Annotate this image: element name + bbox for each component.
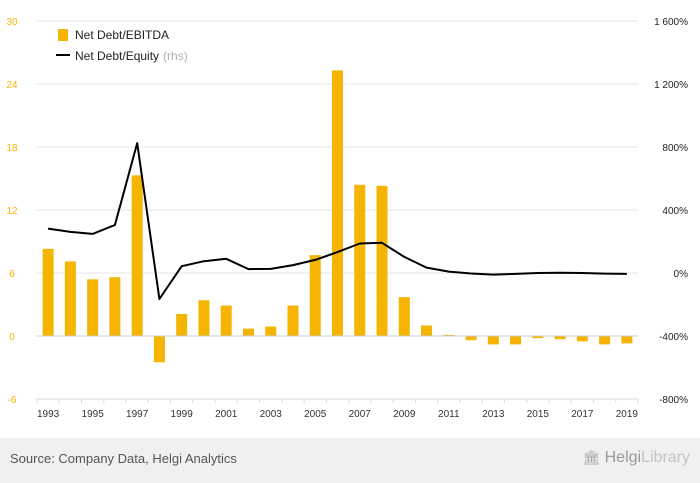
x-tick-label: 2003 <box>260 409 283 420</box>
bar-1998 <box>153 336 165 363</box>
x-axis: 1993 1995 1997 1999 2001 2003 2005 2007 2009 2011… <box>36 398 639 420</box>
x-tick-label: 2009 <box>393 409 416 420</box>
bar-2017 <box>576 336 588 342</box>
right-tick-label: 800% <box>662 143 688 154</box>
bar-2002 <box>242 328 254 336</box>
bar-2010 <box>421 325 433 336</box>
legend-label-net-debt-ebitda: Net Debt/EBITDA <box>75 28 169 42</box>
library-building-icon: 🏛 <box>582 449 601 465</box>
bar-1995 <box>87 279 99 336</box>
right-tick-label: 400% <box>662 206 688 217</box>
bar-1993 <box>42 248 54 336</box>
source-note: Source: Company Data, Helgi Analytics <box>10 451 237 466</box>
right-tick-label: -400% <box>659 332 688 343</box>
x-tick-label: 2011 <box>438 409 460 420</box>
right-tick-label: 0% <box>674 269 689 280</box>
left-tick-label: 18 <box>6 143 18 154</box>
right-tick-label: 1 600% <box>654 17 688 28</box>
line-series-net-debt-equity <box>47 142 627 300</box>
x-tick-label: 1997 <box>126 409 149 420</box>
svg-text:Net Debt/Equity(rhs): Net Debt/Equity (rhs) <box>75 49 188 63</box>
left-tick-label: 6 <box>9 269 15 280</box>
bar-2018 <box>599 336 611 345</box>
legend-label-rhs: (rhs) <box>163 49 188 63</box>
bar-1996 <box>109 277 121 336</box>
bar-2012 <box>465 336 477 341</box>
brand-name-part1: Helgi <box>604 449 642 466</box>
bar-2000 <box>198 300 210 336</box>
bar-2016 <box>554 336 566 340</box>
bar-2003 <box>265 326 277 336</box>
brand-logo: 🏛 HelgiLibrary <box>582 449 690 467</box>
legend: Net Debt/EBITDA Net Debt/Equity (rhs) <box>56 28 188 63</box>
x-tick-label: 2007 <box>349 409 372 420</box>
line-net-debt-equity <box>47 142 627 300</box>
bar-2005 <box>309 255 321 336</box>
legend-label-net-debt-equity: Net Debt/Equity <box>75 49 159 63</box>
x-tick-label: 2001 <box>215 409 238 420</box>
bar-2013 <box>487 336 499 345</box>
bar-2014 <box>510 336 522 345</box>
left-y-axis: -6 0 6 12 18 24 30 <box>6 17 18 406</box>
bar-1997 <box>131 175 143 336</box>
left-tick-label: 24 <box>6 80 18 91</box>
left-tick-label: -6 <box>8 395 17 406</box>
combo-chart: -6 0 6 12 18 24 30 -800% -400% 0% 400% 800% 1 200% 1… <box>6 17 688 420</box>
right-tick-label: 1 200% <box>654 80 688 91</box>
bar-2004 <box>287 305 299 336</box>
left-tick-label: 0 <box>9 332 15 343</box>
right-y-axis: -800% -400% 0% 400% 800% 1 200% 1 600% <box>654 17 688 406</box>
bar-2006 <box>332 70 343 336</box>
bar-2019 <box>621 336 633 344</box>
x-tick-label: 1995 <box>82 409 105 420</box>
x-tick-label: 1993 <box>37 409 60 420</box>
x-tick-label: 2005 <box>304 409 327 420</box>
bar-2015 <box>532 336 544 339</box>
right-tick-label: -800% <box>659 395 688 406</box>
bar-2011 <box>443 334 455 336</box>
bar-1994 <box>64 261 76 336</box>
x-tick-label: 2013 <box>482 409 505 420</box>
left-tick-label: 12 <box>6 206 18 217</box>
bar-2008 <box>376 185 388 336</box>
x-tick-label: 2015 <box>527 409 550 420</box>
brand-name-part2: Library <box>641 449 690 466</box>
legend-swatch-bar <box>58 29 68 41</box>
bar-2009 <box>398 297 410 336</box>
bar-2001 <box>220 305 232 336</box>
bar-1999 <box>176 313 188 336</box>
x-tick-label: 2019 <box>616 409 639 420</box>
left-tick-label: 30 <box>6 17 18 28</box>
x-tick-label: 2017 <box>571 409 594 420</box>
footer-bar: Source: Company Data, Helgi Analytics 🏛 … <box>0 438 700 483</box>
x-tick-label: 1999 <box>171 409 194 420</box>
bar-series-net-debt-ebitda <box>42 70 633 363</box>
bar-2007 <box>354 184 366 336</box>
